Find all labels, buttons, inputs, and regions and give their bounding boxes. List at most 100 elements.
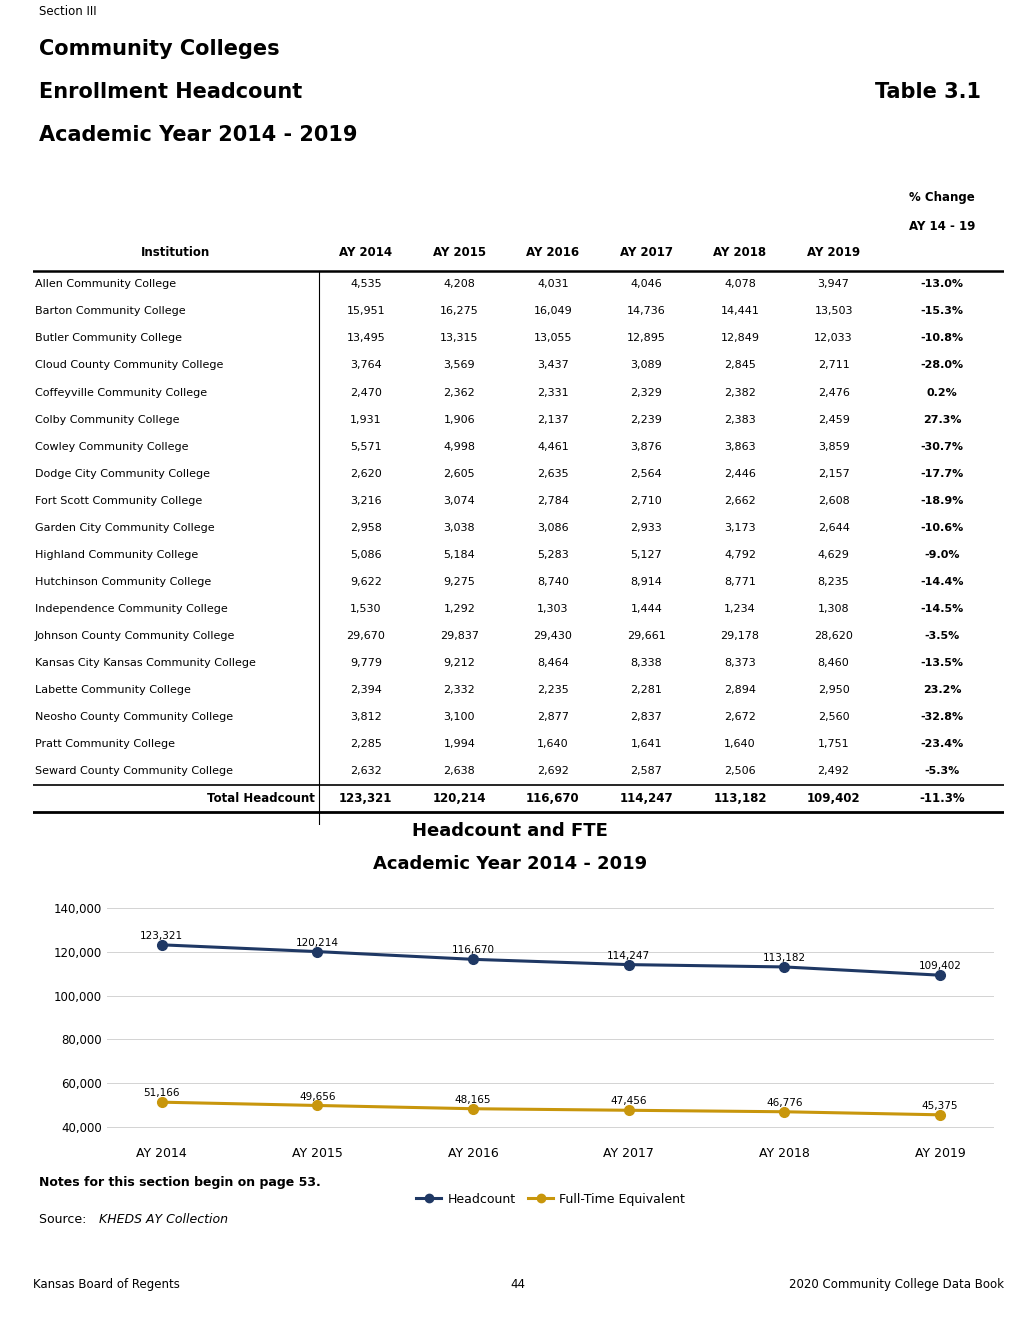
Text: 1,292: 1,292 [443, 605, 475, 614]
Text: 2,560: 2,560 [817, 713, 849, 722]
Text: 2,837: 2,837 [630, 713, 661, 722]
Text: -23.4%: -23.4% [919, 739, 963, 750]
Legend: Headcount, Full-Time Equivalent: Headcount, Full-Time Equivalent [411, 1188, 690, 1210]
Text: 12,849: 12,849 [719, 334, 759, 343]
Text: Allen Community College: Allen Community College [35, 280, 175, 289]
Text: Community Colleges: Community Colleges [39, 40, 279, 59]
Text: 1,234: 1,234 [723, 605, 755, 614]
Text: 3,074: 3,074 [443, 496, 475, 506]
Text: 3,947: 3,947 [817, 280, 849, 289]
Text: 8,914: 8,914 [630, 577, 661, 587]
Text: -15.3%: -15.3% [919, 306, 963, 317]
Text: 2,877: 2,877 [536, 713, 569, 722]
Text: % Change: % Change [908, 191, 974, 205]
Text: AY 2014: AY 2014 [339, 246, 392, 259]
Text: 3,100: 3,100 [443, 713, 475, 722]
Text: Independence Community College: Independence Community College [35, 605, 227, 614]
Text: -14.5%: -14.5% [919, 605, 963, 614]
Text: 27.3%: 27.3% [922, 414, 960, 425]
Text: 15,951: 15,951 [346, 306, 385, 317]
Text: 3,216: 3,216 [350, 496, 381, 506]
Text: 120,214: 120,214 [296, 937, 338, 948]
Text: 46,776: 46,776 [765, 1098, 802, 1107]
Text: 2,933: 2,933 [630, 523, 661, 533]
Text: Highland Community College: Highland Community College [35, 550, 198, 560]
Text: Barton Community College: Barton Community College [35, 306, 185, 317]
Text: 3,437: 3,437 [537, 360, 569, 371]
Text: 1,530: 1,530 [350, 605, 381, 614]
Text: 2,710: 2,710 [630, 496, 661, 506]
Text: 47,456: 47,456 [609, 1097, 646, 1106]
Text: 2,492: 2,492 [817, 767, 849, 776]
Text: KHEDS AY Collection: KHEDS AY Collection [100, 1213, 228, 1226]
Text: 2,394: 2,394 [350, 685, 381, 696]
Text: 1,640: 1,640 [537, 739, 569, 750]
Text: 8,771: 8,771 [723, 577, 755, 587]
Text: Labette Community College: Labette Community College [35, 685, 191, 696]
Text: 4,078: 4,078 [723, 280, 755, 289]
Text: Total Headcount: Total Headcount [207, 792, 315, 805]
Text: Academic Year 2014 - 2019: Academic Year 2014 - 2019 [373, 855, 646, 873]
Text: 2,239: 2,239 [630, 414, 661, 425]
Text: 2,235: 2,235 [537, 685, 569, 696]
Text: 8,338: 8,338 [630, 659, 661, 668]
Text: Seward County Community College: Seward County Community College [35, 767, 232, 776]
Text: Dodge City Community College: Dodge City Community College [35, 469, 209, 479]
Text: 3,173: 3,173 [723, 523, 755, 533]
Text: -11.3%: -11.3% [918, 792, 964, 805]
Text: Hutchinson Community College: Hutchinson Community College [35, 577, 211, 587]
Text: 0.2%: 0.2% [925, 388, 957, 397]
Text: AY 2016: AY 2016 [526, 246, 579, 259]
Text: 3,569: 3,569 [443, 360, 475, 371]
Text: 2,958: 2,958 [350, 523, 381, 533]
Text: 5,283: 5,283 [537, 550, 569, 560]
Text: -10.8%: -10.8% [919, 334, 963, 343]
Text: 1,994: 1,994 [443, 739, 475, 750]
Text: 2,382: 2,382 [723, 388, 755, 397]
Text: 12,895: 12,895 [627, 334, 665, 343]
Text: 113,182: 113,182 [762, 953, 805, 964]
Text: 3,863: 3,863 [723, 442, 755, 451]
Text: Enrollment Headcount: Enrollment Headcount [39, 82, 302, 102]
Text: 2,332: 2,332 [443, 685, 475, 696]
Text: Neosho County Community College: Neosho County Community College [35, 713, 232, 722]
Text: 2,605: 2,605 [443, 469, 475, 479]
Text: 29,178: 29,178 [719, 631, 759, 642]
Text: 14,736: 14,736 [627, 306, 665, 317]
Text: Fort Scott Community College: Fort Scott Community College [35, 496, 202, 506]
Text: 109,402: 109,402 [918, 961, 961, 972]
Text: -17.7%: -17.7% [919, 469, 963, 479]
Text: 116,670: 116,670 [451, 945, 494, 956]
Text: 5,086: 5,086 [350, 550, 381, 560]
Text: -10.6%: -10.6% [919, 523, 963, 533]
Text: 1,308: 1,308 [817, 605, 849, 614]
Text: Butler Community College: Butler Community College [35, 334, 181, 343]
Text: 1,931: 1,931 [350, 414, 381, 425]
Text: 4,046: 4,046 [630, 280, 661, 289]
Text: 3,038: 3,038 [443, 523, 475, 533]
Text: -5.3%: -5.3% [923, 767, 959, 776]
Text: 116,670: 116,670 [526, 792, 579, 805]
Text: 49,656: 49,656 [299, 1092, 335, 1102]
Text: 16,275: 16,275 [439, 306, 478, 317]
Text: Garden City Community College: Garden City Community College [35, 523, 214, 533]
Text: 2,564: 2,564 [630, 469, 661, 479]
Text: Coffeyville Community College: Coffeyville Community College [35, 388, 207, 397]
Text: AY 2018: AY 2018 [712, 246, 766, 259]
Text: 1,444: 1,444 [630, 605, 661, 614]
Text: 44: 44 [511, 1278, 525, 1291]
Text: 2,285: 2,285 [350, 739, 381, 750]
Text: 8,460: 8,460 [817, 659, 849, 668]
Text: Institution: Institution [141, 246, 210, 259]
Text: 2,632: 2,632 [350, 767, 381, 776]
Text: Cowley Community College: Cowley Community College [35, 442, 187, 451]
Text: 123,321: 123,321 [140, 931, 183, 941]
Text: 2,137: 2,137 [537, 414, 569, 425]
Text: 5,184: 5,184 [443, 550, 475, 560]
Text: 2,446: 2,446 [723, 469, 755, 479]
Text: 2,506: 2,506 [723, 767, 755, 776]
Text: 2,692: 2,692 [536, 767, 569, 776]
Text: Headcount and FTE: Headcount and FTE [412, 822, 607, 840]
Text: 13,495: 13,495 [346, 334, 385, 343]
Text: 48,165: 48,165 [454, 1094, 491, 1105]
